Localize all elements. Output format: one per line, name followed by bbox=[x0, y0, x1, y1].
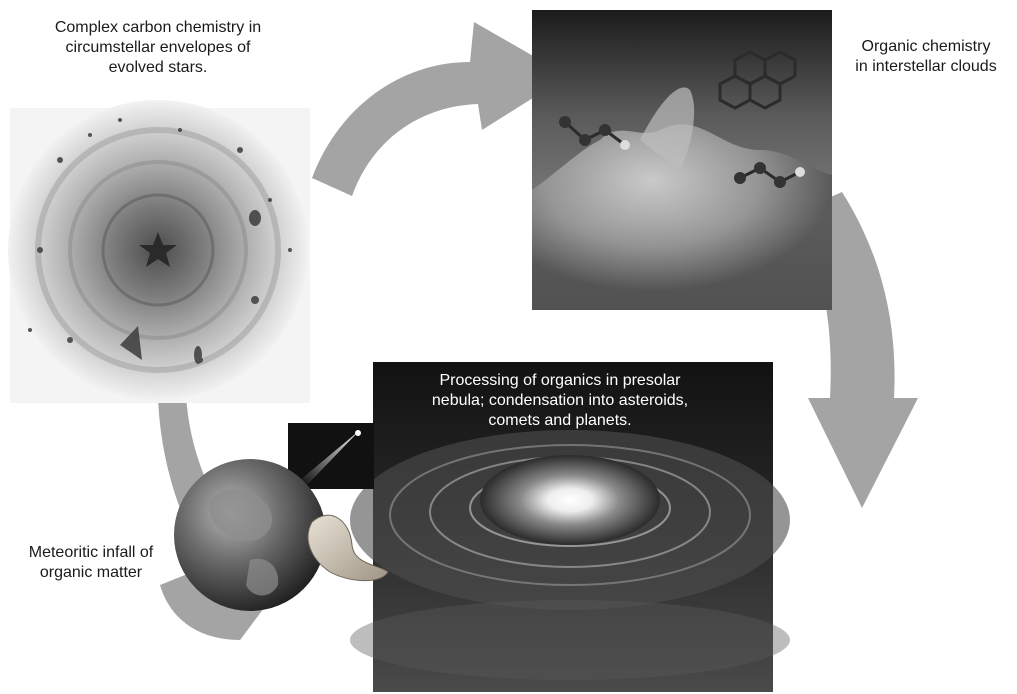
earth-image bbox=[174, 459, 326, 611]
star-icon bbox=[139, 232, 177, 267]
molecule-left-icon bbox=[559, 116, 630, 150]
meteorite-icon bbox=[307, 514, 389, 582]
arrow-circumstellar-to-interstellar bbox=[312, 22, 568, 196]
meteoritic-caption: Meteoritic infall of organic matter bbox=[28, 544, 154, 581]
comet-image bbox=[288, 423, 374, 489]
interstellar-caption: Organic chemistry in interstellar clouds bbox=[855, 38, 997, 75]
circumstellar-caption: Complex carbon chemistry in circumstella… bbox=[54, 19, 262, 76]
nebula-caption: Processing of organics in presolar nebul… bbox=[431, 372, 689, 429]
pah-molecule-icon bbox=[718, 50, 797, 110]
circumstellar-envelope-image bbox=[8, 100, 310, 403]
arrow-nebula-to-earth bbox=[160, 565, 270, 640]
molecule-right-icon bbox=[734, 162, 805, 188]
interstellar-cloud-image bbox=[532, 10, 832, 311]
presolar-nebula-image bbox=[350, 362, 790, 692]
